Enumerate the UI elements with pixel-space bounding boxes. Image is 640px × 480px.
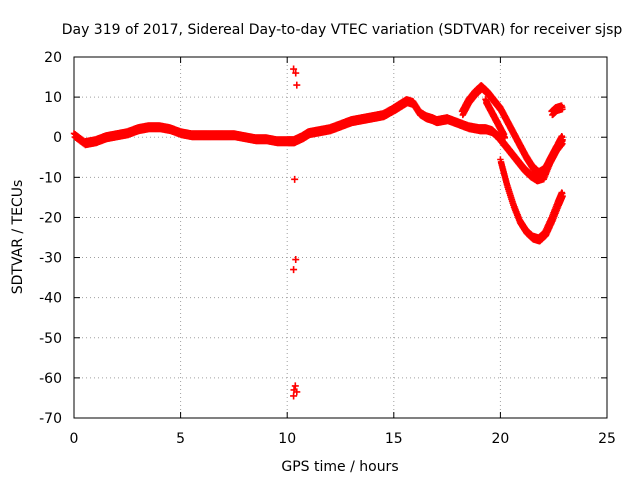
plot-area (73, 56, 608, 419)
data-points (70, 65, 566, 400)
x-tick-label: 10 (278, 431, 296, 447)
outliers-point (290, 266, 298, 274)
x-tick-label: 25 (598, 431, 616, 447)
outliers-point (293, 81, 301, 89)
grid (74, 57, 607, 418)
outliers-point (292, 69, 300, 77)
x-axis-label: GPS time / hours (281, 459, 398, 475)
outliers-point (293, 388, 301, 396)
outliers-point (291, 382, 299, 390)
x-tick-label: 0 (70, 431, 79, 447)
outliers-point (292, 256, 300, 264)
y-tick-label: -10 (39, 170, 62, 186)
y-tick-label: 20 (44, 50, 62, 66)
y-axis-label: SDTVAR / TECUs (10, 180, 26, 295)
axes: -70 -60 -50 -40 -30 -20 -10 0 10 20 0 5 10 15 20 25 (39, 50, 616, 447)
chart-title: Day 319 of 2017, Sidereal Day-to-day VTE… (62, 22, 623, 38)
upper-arc-point (559, 134, 566, 141)
y-tick-label: -30 (39, 251, 62, 267)
y-tick-label: -60 (39, 371, 62, 387)
outliers-point (290, 65, 298, 73)
y-tick-label: -20 (39, 210, 62, 226)
y-tick-label: 10 (44, 90, 62, 106)
outliers-point (290, 392, 298, 400)
outliers-point (291, 175, 299, 183)
x-tick-label: 20 (491, 431, 509, 447)
y-tick-label: -70 (39, 411, 62, 427)
late-segment-point (501, 134, 508, 141)
lower-arc-point (559, 190, 566, 197)
end-segment-point (559, 103, 566, 111)
y-tick-label: -50 (39, 331, 62, 347)
y-tick-label: -40 (39, 291, 62, 307)
x-tick-label: 5 (176, 431, 185, 447)
y-tick-label: 0 (53, 130, 62, 146)
x-tick-label: 15 (385, 431, 403, 447)
